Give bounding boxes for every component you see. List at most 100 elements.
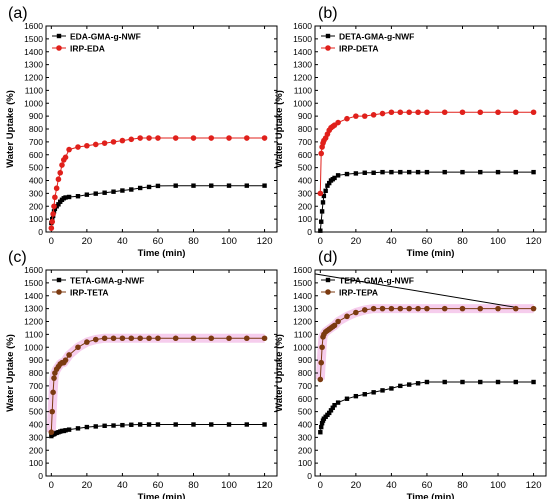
data-point bbox=[262, 422, 267, 427]
legend-marker bbox=[56, 45, 62, 51]
y-tick-label: 1200 bbox=[293, 73, 312, 83]
data-point bbox=[155, 422, 161, 427]
y-tick-label: 600 bbox=[29, 394, 43, 404]
data-point bbox=[380, 169, 385, 175]
y-tick-label: 300 bbox=[29, 432, 43, 442]
series-line bbox=[319, 381, 534, 433]
data-point bbox=[84, 339, 90, 345]
x-axis-title: Time (min) bbox=[407, 248, 455, 259]
data-point bbox=[137, 185, 143, 191]
y-tick-label: 1600 bbox=[24, 265, 43, 275]
series-gma bbox=[49, 422, 267, 439]
data-point bbox=[128, 335, 135, 342]
data-point bbox=[173, 183, 178, 188]
data-point bbox=[66, 427, 72, 432]
data-point bbox=[319, 344, 325, 351]
legend-marker bbox=[325, 33, 331, 39]
data-point bbox=[101, 335, 108, 342]
y-tick-label: 800 bbox=[29, 124, 43, 134]
x-tick-label: 0 bbox=[49, 480, 54, 491]
series-line bbox=[319, 171, 534, 231]
data-point bbox=[362, 392, 367, 397]
data-point bbox=[441, 305, 448, 312]
y-tick-label: 700 bbox=[298, 381, 312, 391]
x-tick-label: 80 bbox=[457, 480, 468, 491]
y-tick-label: 200 bbox=[298, 201, 312, 211]
data-point bbox=[344, 313, 350, 320]
data-point bbox=[424, 379, 430, 385]
data-point bbox=[335, 318, 341, 325]
data-point bbox=[531, 379, 536, 385]
data-point bbox=[75, 194, 81, 199]
data-point bbox=[102, 423, 107, 428]
data-point bbox=[344, 171, 350, 177]
data-point bbox=[146, 422, 152, 427]
data-point bbox=[84, 192, 90, 197]
chart-panel-3: (c)0100200300400500600700800900100011001… bbox=[5, 249, 278, 499]
x-tick-label: 40 bbox=[117, 480, 128, 491]
data-point bbox=[55, 176, 62, 183]
data-point bbox=[57, 169, 64, 176]
y-axis-title: Water Uptake (%) bbox=[5, 334, 16, 412]
y-tick-label: 800 bbox=[298, 124, 312, 134]
data-point bbox=[318, 228, 323, 233]
x-tick-label: 120 bbox=[257, 236, 273, 247]
x-tick-label: 120 bbox=[526, 236, 542, 247]
data-point bbox=[66, 352, 72, 358]
panel-label: (c) bbox=[8, 249, 27, 266]
y-tick-label: 300 bbox=[29, 188, 43, 198]
data-point bbox=[92, 336, 99, 343]
data-point bbox=[323, 188, 328, 193]
y-tick-label: 500 bbox=[298, 407, 312, 417]
y-tick-label: 0 bbox=[307, 227, 312, 237]
data-point bbox=[344, 396, 350, 401]
data-point bbox=[110, 139, 117, 145]
y-tick-label: 1200 bbox=[293, 317, 312, 327]
data-point bbox=[459, 305, 466, 312]
data-point bbox=[110, 335, 117, 342]
data-point bbox=[361, 307, 368, 313]
data-point bbox=[137, 422, 143, 427]
data-point bbox=[51, 375, 57, 381]
x-tick-label: 100 bbox=[221, 236, 237, 247]
y-tick-label: 600 bbox=[298, 150, 312, 160]
y-tick-label: 700 bbox=[298, 137, 312, 147]
data-point bbox=[513, 379, 518, 385]
y-tick-label: 1100 bbox=[25, 85, 44, 95]
data-point bbox=[261, 135, 268, 141]
y-tick-label: 800 bbox=[298, 368, 312, 378]
data-point bbox=[388, 305, 395, 312]
data-point bbox=[120, 188, 125, 193]
x-tick-label: 0 bbox=[318, 236, 323, 247]
data-point bbox=[137, 135, 143, 141]
data-point bbox=[172, 135, 179, 141]
series-line bbox=[50, 185, 265, 224]
data-point bbox=[146, 335, 152, 342]
data-point bbox=[56, 202, 61, 207]
y-tick-label: 1400 bbox=[293, 291, 312, 301]
data-point bbox=[243, 335, 250, 342]
x-axis-title: Time (min) bbox=[407, 492, 455, 499]
plot-frame bbox=[314, 25, 547, 233]
data-point bbox=[66, 146, 72, 153]
data-point bbox=[155, 135, 161, 141]
y-tick-label: 700 bbox=[29, 381, 43, 391]
data-point bbox=[208, 335, 215, 342]
y-tick-label: 1600 bbox=[24, 21, 43, 31]
legend-marker bbox=[56, 33, 62, 39]
data-point bbox=[226, 422, 232, 427]
series-irp bbox=[317, 305, 537, 383]
legend-label: EDA-GMA-g-NWF bbox=[70, 32, 141, 42]
series-line bbox=[50, 137, 265, 229]
data-point bbox=[327, 180, 332, 186]
y-tick-label: 500 bbox=[298, 163, 312, 173]
y-tick-label: 500 bbox=[29, 407, 43, 417]
data-point bbox=[353, 113, 359, 119]
data-point bbox=[102, 190, 107, 195]
data-point bbox=[111, 189, 116, 194]
data-point bbox=[415, 169, 421, 175]
y-tick-label: 1100 bbox=[294, 85, 313, 95]
data-point bbox=[335, 119, 341, 126]
legend-marker bbox=[56, 277, 62, 283]
data-point bbox=[50, 389, 56, 396]
